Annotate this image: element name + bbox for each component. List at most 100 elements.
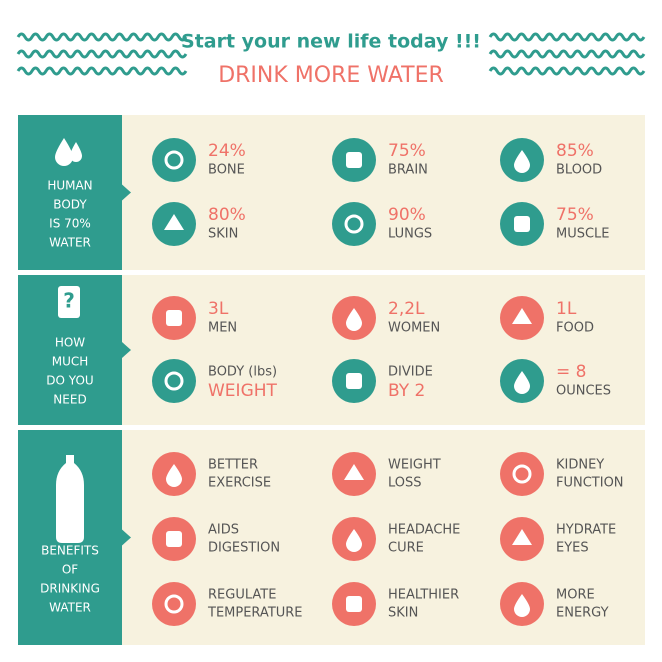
icon-glyph	[346, 596, 362, 612]
drop-icon	[55, 138, 73, 166]
side-label: HUMAN	[47, 179, 92, 193]
wave	[16, 66, 188, 76]
item-line1: 80%	[208, 205, 246, 225]
icon-glyph	[346, 529, 362, 552]
icon-glyph	[166, 531, 182, 547]
item-line2: FUNCTION	[556, 476, 624, 491]
side-label: HOW	[55, 336, 85, 350]
icon-circle	[152, 582, 196, 626]
wave	[488, 32, 646, 42]
item-line1: MORE	[556, 588, 595, 603]
icon-glyph	[514, 150, 530, 173]
icon-glyph	[346, 152, 362, 168]
icon-glyph	[512, 529, 532, 545]
icon-glyph	[166, 464, 182, 487]
item-line2: MEN	[208, 321, 237, 336]
item-line1: AIDS	[208, 523, 239, 538]
item-line1: HYDRATE	[556, 523, 616, 538]
item-line2: BRAIN	[388, 163, 428, 178]
item-line2: ENERGY	[556, 606, 609, 621]
icon-glyph	[344, 464, 364, 480]
icon-glyph	[514, 216, 530, 232]
side-label: OF	[62, 563, 78, 577]
item-line1: 1L	[556, 299, 577, 319]
content-panel	[122, 275, 645, 425]
item-line2: FOOD	[556, 321, 594, 336]
icon-glyph	[512, 308, 532, 324]
icon-circle	[152, 138, 196, 182]
item-line2: CURE	[388, 541, 424, 556]
item-line2: BY 2	[388, 381, 425, 401]
bottle-icon	[56, 455, 84, 543]
cup-mark: ?	[63, 289, 75, 313]
item-line2: LOSS	[388, 476, 422, 491]
icon-glyph	[346, 373, 362, 389]
side-label: DO YOU	[46, 374, 93, 388]
item-line1: HEADACHE	[388, 523, 460, 538]
icon-circle	[500, 452, 544, 496]
item-line2: TEMPERATURE	[207, 606, 303, 621]
item-line2: SKIN	[388, 606, 418, 621]
cup-icon	[58, 286, 80, 318]
item-line2: OUNCES	[556, 384, 611, 399]
title: DRINK MORE WATER	[218, 63, 444, 88]
item-line1: WEIGHT	[388, 458, 441, 473]
tagline: Start your new life today !!!	[181, 31, 481, 53]
item-line1: 75%	[556, 205, 594, 225]
icon-glyph	[344, 214, 364, 234]
wave	[16, 32, 188, 42]
content-panel	[122, 115, 645, 270]
icon-glyph	[346, 308, 362, 331]
panel-arrow	[122, 184, 131, 201]
item-line2: LUNGS	[388, 227, 432, 242]
side-panel	[18, 115, 122, 270]
side-label: DRINKING	[40, 582, 100, 596]
content-panel	[122, 430, 645, 645]
icon-glyph	[164, 594, 184, 614]
wave	[488, 66, 646, 76]
panel-arrow	[122, 529, 131, 546]
icon-circle	[332, 202, 376, 246]
item-line2: BONE	[208, 163, 245, 178]
side-label: MUCH	[52, 355, 89, 369]
side-label: BENEFITS	[41, 544, 99, 558]
item-line1: DIVIDE	[388, 365, 433, 380]
icon-circle	[152, 359, 196, 403]
side-label: WATER	[49, 236, 91, 250]
item-line1: = 8	[556, 362, 586, 382]
icon-glyph	[512, 464, 532, 484]
icon-glyph	[514, 371, 530, 394]
wave	[16, 49, 188, 59]
item-line2: DIGESTION	[208, 541, 280, 556]
icon-glyph	[164, 371, 184, 391]
icon-glyph	[164, 214, 184, 230]
item-line1: REGULATE	[208, 588, 276, 603]
item-line2: MUSCLE	[556, 227, 610, 242]
item-line1: BODY (lbs)	[208, 365, 277, 380]
item-line2: EXERCISE	[208, 476, 271, 491]
icon-glyph	[166, 310, 182, 326]
icon-glyph	[164, 150, 184, 170]
side-label: NEED	[53, 393, 86, 407]
item-line1: 90%	[388, 205, 426, 225]
item-line2: BLOOD	[556, 163, 602, 178]
icon-glyph	[514, 594, 530, 617]
item-line1: BETTER	[208, 458, 258, 473]
item-line2: EYES	[556, 541, 589, 556]
panel-arrow	[122, 342, 131, 358]
item-line1: HEALTHIER	[388, 588, 459, 603]
side-label: WATER	[49, 601, 91, 615]
item-line1: 85%	[556, 141, 594, 161]
item-line1: 2,2L	[388, 299, 425, 319]
item-line2: WOMEN	[388, 321, 440, 336]
item-line2: SKIN	[208, 227, 238, 242]
side-label: IS 70%	[49, 217, 91, 231]
wave	[488, 49, 646, 59]
item-line1: KIDNEY	[556, 458, 604, 473]
item-line1: 75%	[388, 141, 426, 161]
item-line2: WEIGHT	[208, 381, 278, 401]
item-line1: 24%	[208, 141, 246, 161]
item-line1: 3L	[208, 299, 229, 319]
side-label: BODY	[53, 198, 87, 212]
